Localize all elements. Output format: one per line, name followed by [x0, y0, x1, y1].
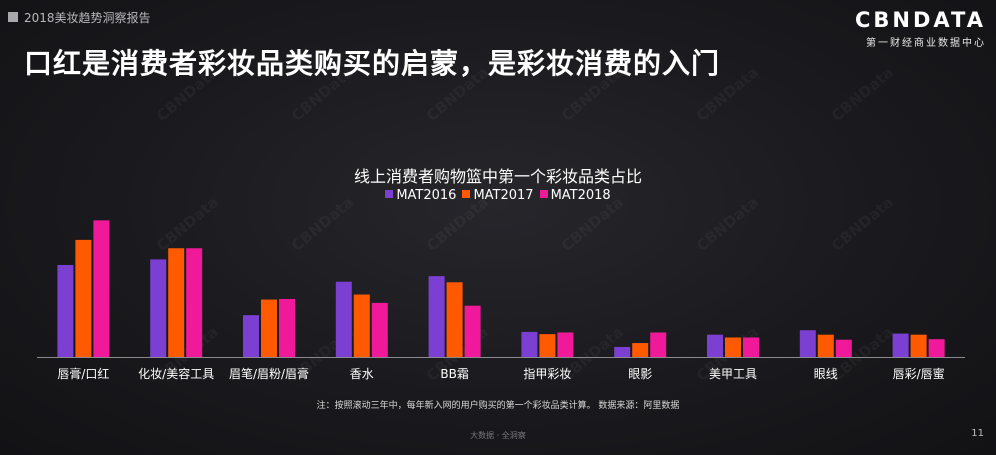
- category-label: 唇彩/唇蜜: [893, 366, 945, 381]
- category-label: 化妆/美容工具: [138, 366, 214, 381]
- bar: [743, 337, 759, 357]
- bar: [632, 343, 649, 357]
- bar: [150, 259, 167, 357]
- legend-label: MAT2017: [473, 188, 534, 203]
- bar: [428, 276, 445, 357]
- bar: [614, 346, 631, 357]
- legend-item: MAT2018: [539, 188, 611, 203]
- bar: [910, 334, 927, 357]
- category-label: 眉笔/眉粉/眉膏: [229, 366, 309, 381]
- chart-footnote: 注：按照滚动三年中，每年新入网的用户购买的第一个彩妆品类计算。 数据来源：阿里数…: [316, 401, 680, 411]
- bar: [93, 220, 110, 357]
- logo-sub: 第一财经商业数据中心: [866, 38, 986, 49]
- bar: [243, 315, 259, 357]
- bar: [75, 239, 92, 357]
- bar: [57, 264, 74, 357]
- page-title: 口红是消费者彩妆品类购买的启蒙，是彩妆消费的入门: [24, 47, 721, 80]
- bar: [335, 281, 352, 357]
- bar: [279, 299, 295, 357]
- chart-title: 线上消费者购物篮中第一个彩妆品类占比: [353, 167, 642, 186]
- category-label: 眼影: [628, 367, 652, 381]
- logo-main: CBNDATA: [855, 8, 986, 32]
- bar: [446, 282, 463, 357]
- bar: [168, 248, 185, 357]
- bar: [799, 330, 816, 357]
- bar: [892, 333, 909, 357]
- category-label: BB霜: [440, 367, 468, 381]
- bar: [650, 332, 667, 357]
- chart-legend: MAT2016 MAT2017 MAT2018: [0, 188, 996, 203]
- bar: [539, 334, 556, 357]
- category-label: 美甲工具: [709, 367, 757, 381]
- bar: [464, 305, 481, 357]
- legend-swatch: [462, 190, 471, 198]
- bar: [186, 248, 203, 357]
- bar: [707, 334, 723, 357]
- bar: [557, 332, 574, 357]
- legend-label: MAT2018: [550, 188, 611, 203]
- legend-swatch: [539, 190, 548, 198]
- bar: [371, 302, 388, 357]
- report-label: 2018美妆趋势洞察报告: [24, 11, 151, 25]
- category-label: 眼线: [814, 367, 838, 381]
- bar: [353, 294, 370, 357]
- page-number: 11: [971, 428, 984, 439]
- footer-slogan: 大数据 · 全洞察: [470, 431, 526, 440]
- bar: [261, 299, 277, 357]
- category-label: 指甲彩妆: [523, 366, 571, 381]
- bar: [521, 331, 538, 357]
- legend-label: MAT2016: [396, 188, 457, 203]
- category-label: 香水: [350, 367, 374, 381]
- category-label: 唇膏/口红: [57, 366, 109, 381]
- bar: [928, 339, 945, 357]
- legend-swatch: [385, 190, 394, 198]
- report-marker: [8, 12, 18, 22]
- bar: [817, 334, 834, 357]
- legend-item: MAT2017: [462, 188, 534, 203]
- cbndata-logo: CBNDATA 第一财经商业数据中心: [851, 8, 986, 49]
- bar: [835, 339, 852, 357]
- legend-item: MAT2016: [385, 188, 456, 203]
- bar: [725, 337, 741, 357]
